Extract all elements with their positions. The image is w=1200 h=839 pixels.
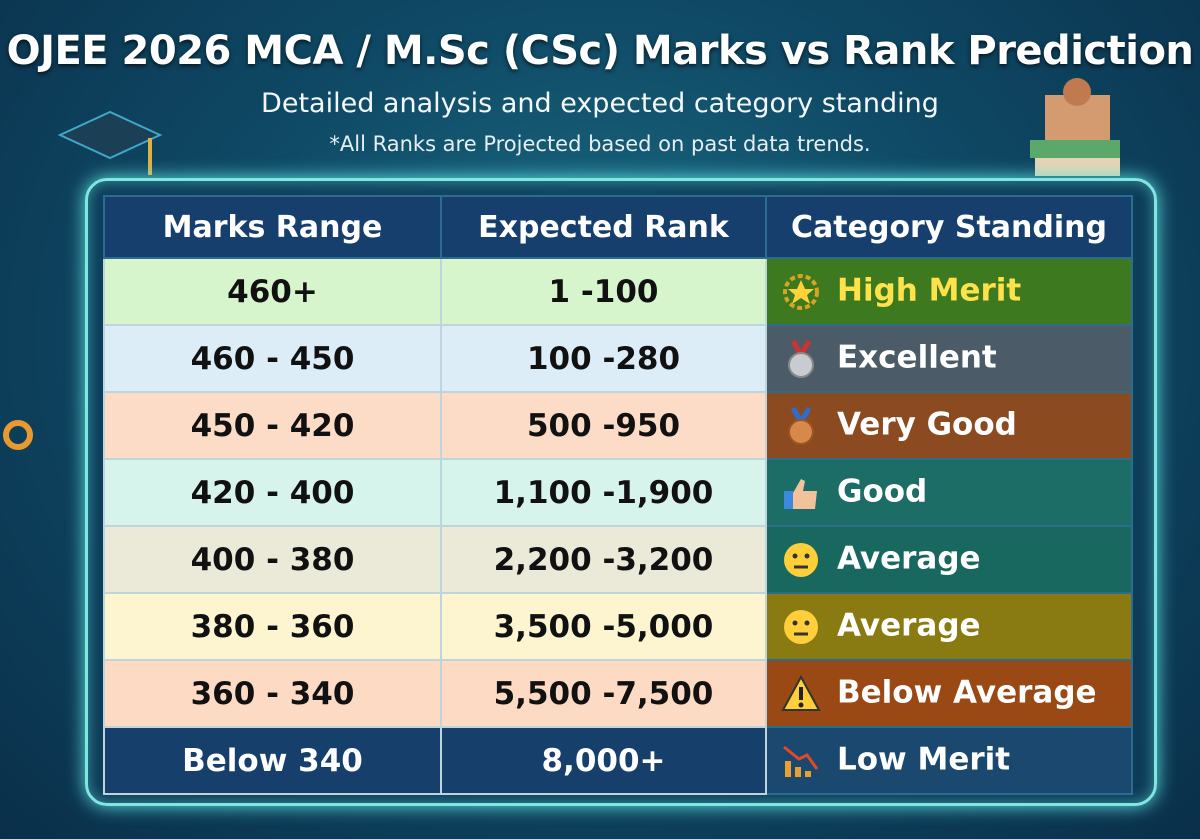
column-header: Expected Rank — [440, 195, 767, 259]
marks-range: 450 - 420 — [103, 391, 442, 460]
standing-icon — [784, 609, 818, 644]
marks-range: 460 - 450 — [103, 324, 442, 393]
expected-rank: 1 -100 — [440, 257, 767, 326]
standing-icon — [781, 674, 821, 711]
standing-label: Low Merit — [837, 741, 1011, 777]
subtitle: Detailed analysis and expected category … — [261, 88, 939, 119]
table-body: 460+ 1 -100 High Merit 460 - 450 100 -280 Exc… — [103, 257, 1133, 795]
table-row: 460 - 450 100 -280 Excellent — [103, 324, 1133, 393]
standing-label: High Merit — [837, 272, 1022, 308]
standing-icon — [783, 273, 819, 310]
category-standing: Good — [765, 458, 1133, 527]
standing-label: Good — [837, 473, 928, 509]
standing-icon — [784, 478, 817, 509]
column-header: Marks Range — [103, 195, 442, 259]
standing-label: Average — [837, 540, 981, 576]
table-row: 450 - 420 500 -950 Very Good — [103, 391, 1133, 460]
standing-label: Below Average — [837, 674, 1097, 710]
marks-range: 360 - 340 — [103, 659, 442, 728]
expected-rank: 5,500 -7,500 — [440, 659, 767, 728]
marks-range: 460+ — [103, 257, 442, 326]
expected-rank: 3,500 -5,000 — [440, 592, 767, 661]
table-row: 420 - 400 1,100 -1,900 Good — [103, 458, 1133, 527]
table-row: 360 - 340 5,500 -7,500 Below Average — [103, 659, 1133, 728]
title: OJEE 2026 MCA / M.Sc (CSc) Marks vs Rank… — [6, 28, 1194, 74]
marks-range: 380 - 360 — [103, 592, 442, 661]
expected-rank: 1,100 -1,900 — [440, 458, 767, 527]
category-standing: Very Good — [765, 391, 1133, 460]
category-standing: Average — [765, 592, 1133, 661]
table-row: 400 - 380 2,200 -3,200 Average — [103, 525, 1133, 594]
standing-label: Average — [837, 607, 981, 643]
category-standing: Average — [765, 525, 1133, 594]
table-row: 460+ 1 -100 High Merit — [103, 257, 1133, 326]
expected-rank: 2,200 -3,200 — [440, 525, 767, 594]
table-row: 380 - 360 3,500 -5,000 Average — [103, 592, 1133, 661]
marks-range: 420 - 400 — [103, 458, 442, 527]
marks-range: Below 340 — [103, 726, 442, 795]
category-standing: High Merit — [765, 257, 1133, 326]
header-row: Marks Range Expected Rank Category Standin… — [103, 195, 1133, 259]
standing-label: Very Good — [837, 406, 1017, 442]
standing-icon — [788, 406, 814, 445]
standing-icon — [783, 745, 819, 777]
category-standing: Excellent — [765, 324, 1133, 393]
category-standing: Low Merit — [765, 726, 1133, 795]
table-row: Below 340 8,000+ Low Merit — [103, 726, 1133, 795]
column-header: Category Standing — [765, 195, 1133, 259]
category-standing: Below Average — [765, 659, 1133, 728]
expected-rank: 500 -950 — [440, 391, 767, 460]
standing-label: Excellent — [837, 339, 997, 375]
rank-table: Marks Range Expected Rank Category Standin… — [103, 195, 1133, 795]
expected-rank: 100 -280 — [440, 324, 767, 393]
marks-range: 400 - 380 — [103, 525, 442, 594]
note: *All Ranks are Projected based on past d… — [329, 132, 871, 156]
expected-rank: 8,000+ — [440, 726, 767, 795]
standing-icon — [784, 542, 818, 577]
standing-icon — [788, 339, 814, 378]
